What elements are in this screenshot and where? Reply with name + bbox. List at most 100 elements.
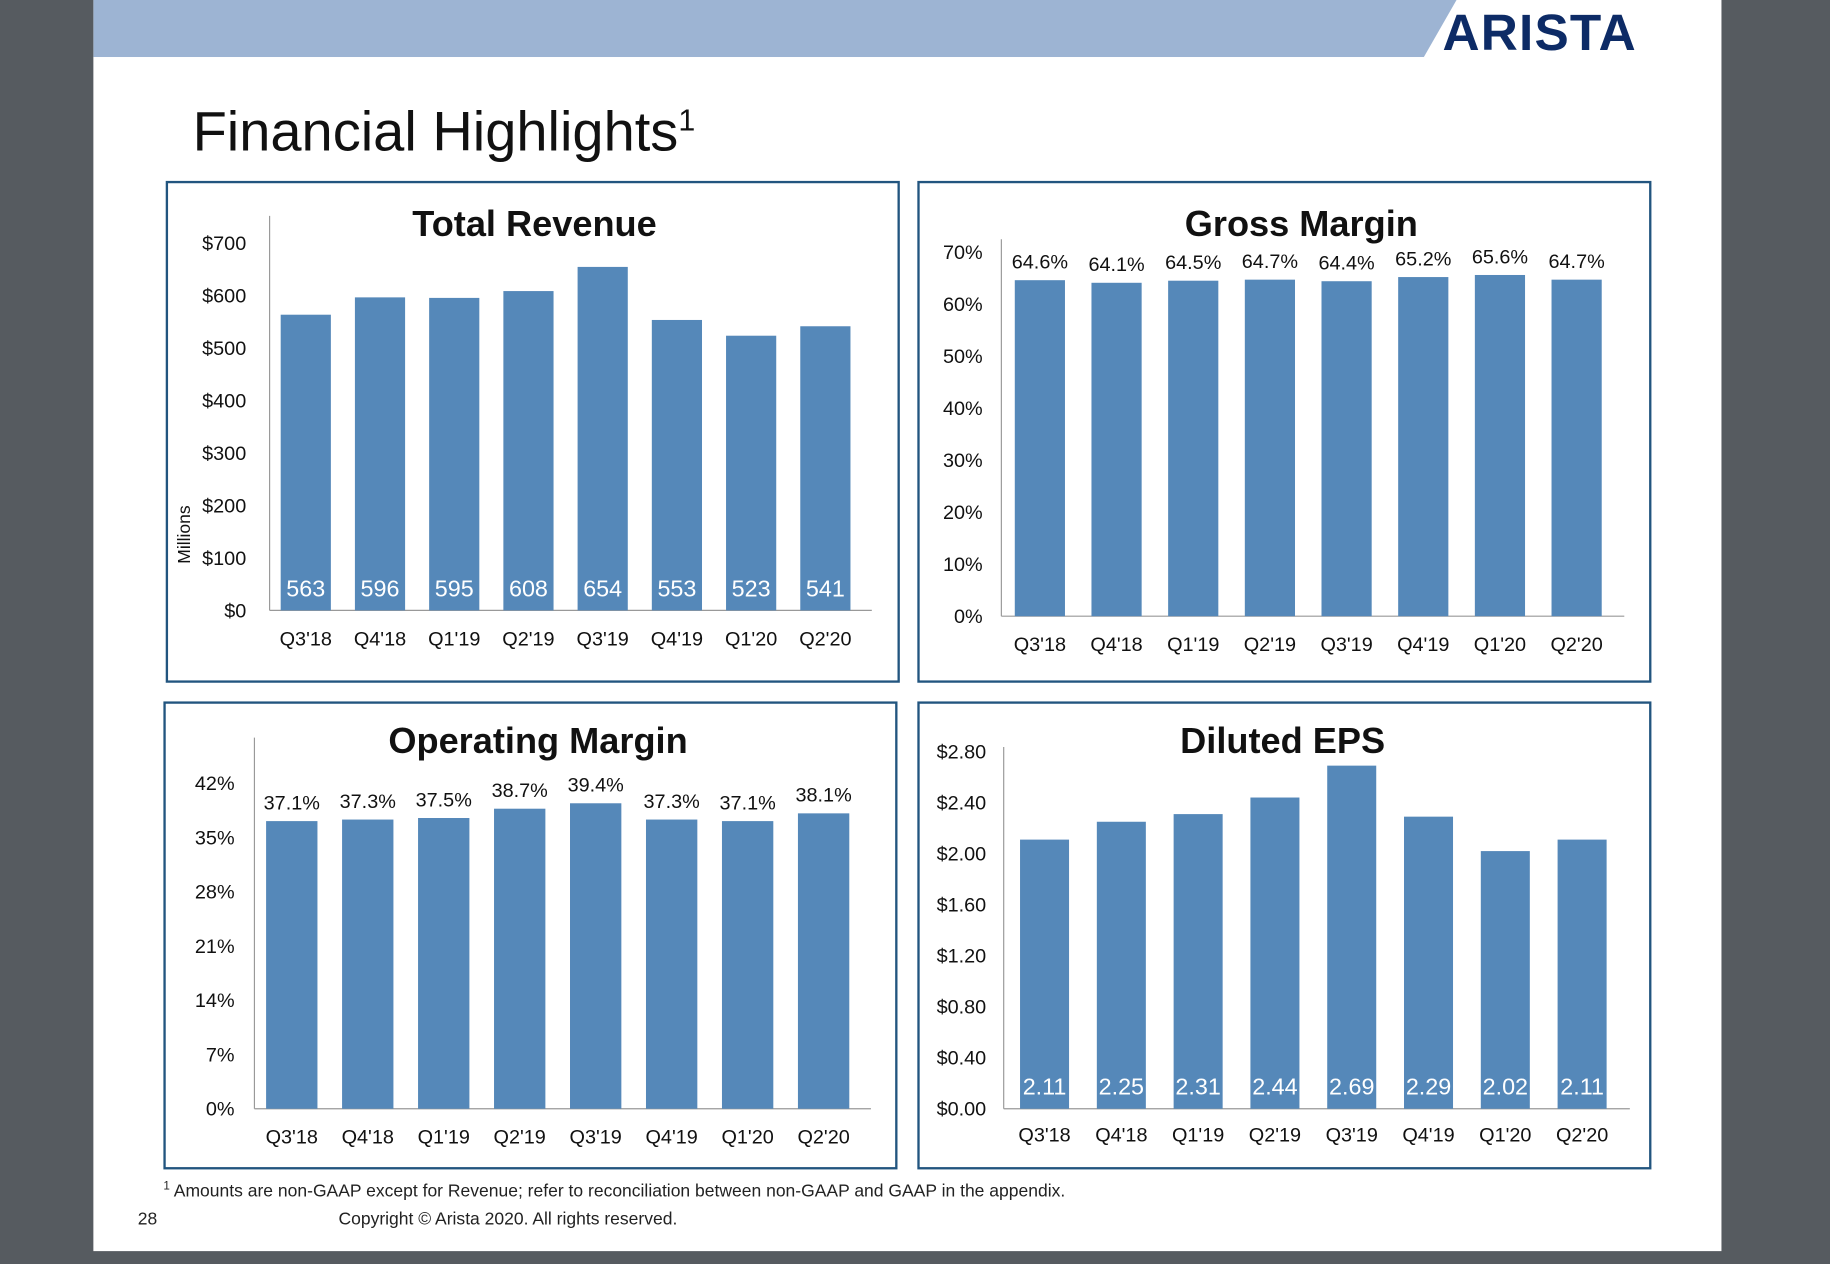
x-tick-label: Q1'19 xyxy=(1172,1124,1224,1146)
data-label: 64.7% xyxy=(1549,251,1605,273)
data-label: 65.2% xyxy=(1395,248,1451,270)
bar-operating-margin xyxy=(797,813,850,1109)
bar-total-revenue xyxy=(577,266,628,611)
copyright: Copyright © Arista 2020. All rights rese… xyxy=(338,1209,678,1229)
footnote: 1 Amounts are non-GAAP except for Revenu… xyxy=(163,1180,1065,1201)
data-label: 595 xyxy=(435,575,474,601)
data-label: 2.44 xyxy=(1252,1074,1297,1100)
x-tick-label: Q2'19 xyxy=(502,628,554,650)
bar-operating-margin xyxy=(570,803,622,1109)
bar-total-revenue xyxy=(651,319,703,611)
data-label: 2.25 xyxy=(1099,1074,1144,1100)
x-tick-label: Q2'20 xyxy=(1556,1124,1608,1146)
y-tick-label: 70% xyxy=(943,242,983,264)
x-tick-label: Q2'19 xyxy=(1244,634,1296,656)
data-label: 37.3% xyxy=(340,791,396,813)
x-tick-label: Q4'18 xyxy=(1095,1124,1147,1146)
x-tick-label: Q3'19 xyxy=(1326,1124,1378,1146)
x-tick-label: Q2'20 xyxy=(799,628,851,650)
x-tick-label: Q3'18 xyxy=(280,628,332,650)
x-tick-label: Q1'20 xyxy=(725,628,777,650)
y-tick-label: $0.40 xyxy=(937,1048,987,1070)
page-title: Financial Highlights1 xyxy=(193,100,696,164)
data-label: 2.69 xyxy=(1329,1074,1374,1100)
bar-total-revenue xyxy=(726,335,777,611)
bar-total-revenue xyxy=(280,314,331,611)
y-tick-label: 0% xyxy=(206,1099,235,1121)
bar-total-revenue xyxy=(429,297,480,611)
data-label: 38.1% xyxy=(795,785,851,807)
y-tick-label: 20% xyxy=(943,502,983,524)
y-tick-label: $2.80 xyxy=(937,742,987,764)
data-label: 608 xyxy=(509,575,548,601)
data-label: 2.02 xyxy=(1483,1074,1528,1100)
bar-diluted-eps xyxy=(1250,797,1300,1109)
bar-total-revenue xyxy=(354,297,406,611)
y-tick-label: $400 xyxy=(202,390,246,412)
data-label: 553 xyxy=(657,575,696,601)
x-tick-label: Q1'20 xyxy=(1474,634,1526,656)
y-tick-label: 50% xyxy=(943,346,983,368)
x-tick-label: Q4'18 xyxy=(1090,634,1142,656)
y-tick-label: 0% xyxy=(954,606,983,628)
arista-logo: ARISTA xyxy=(1442,4,1637,62)
x-tick-label: Q4'19 xyxy=(1397,634,1449,656)
title-footnote-marker: 1 xyxy=(678,102,696,138)
x-tick-label: Q2'20 xyxy=(1550,634,1602,656)
footnote-marker: 1 xyxy=(163,1179,170,1193)
x-tick-label: Q3'19 xyxy=(570,1127,622,1149)
y-tick-label: 42% xyxy=(195,773,235,795)
y-tick-label: $0.00 xyxy=(937,1099,987,1121)
data-label: 2.29 xyxy=(1406,1074,1451,1100)
data-label: 64.6% xyxy=(1012,252,1068,274)
bar-gross-margin xyxy=(1398,277,1449,617)
bar-operating-margin xyxy=(494,808,546,1109)
bar-gross-margin xyxy=(1474,274,1526,617)
y-tick-label: 7% xyxy=(206,1044,235,1066)
x-tick-label: Q4'18 xyxy=(354,628,406,650)
page-title-text: Financial Highlights xyxy=(192,101,679,164)
header-banner xyxy=(93,0,1457,58)
data-label: 38.7% xyxy=(492,780,548,802)
bar-gross-margin xyxy=(1244,279,1296,617)
bar-total-revenue xyxy=(800,326,851,611)
y-tick-label: $200 xyxy=(202,495,246,517)
x-tick-label: Q2'19 xyxy=(494,1127,546,1149)
x-tick-label: Q3'19 xyxy=(577,628,629,650)
bar-diluted-eps xyxy=(1173,814,1223,1109)
data-label: 541 xyxy=(806,575,845,601)
x-tick-label: Q1'19 xyxy=(418,1127,470,1149)
chart-title-gross-margin: Gross Margin xyxy=(1185,203,1418,244)
data-label: 2.11 xyxy=(1560,1074,1604,1100)
y-tick-label: $600 xyxy=(202,285,246,307)
y-tick-label: $2.40 xyxy=(937,793,987,815)
bar-operating-margin xyxy=(266,821,318,1109)
data-label: 37.1% xyxy=(264,792,320,814)
data-label: 39.4% xyxy=(568,775,624,797)
x-tick-label: Q1'19 xyxy=(1167,634,1219,656)
data-label: 2.11 xyxy=(1023,1074,1067,1100)
bar-operating-margin xyxy=(645,819,698,1109)
x-tick-label: Q4'19 xyxy=(1402,1124,1454,1146)
chart-title-operating-margin: Operating Margin xyxy=(388,720,687,761)
bar-total-revenue xyxy=(503,291,554,611)
x-tick-label: Q4'18 xyxy=(342,1127,394,1149)
y-tick-label: 60% xyxy=(943,294,983,316)
data-label: 2.31 xyxy=(1175,1074,1220,1100)
bar-gross-margin xyxy=(1091,282,1142,617)
y-tick-label: 30% xyxy=(943,450,983,472)
x-tick-label: Q3'18 xyxy=(1018,1124,1070,1146)
bar-operating-margin xyxy=(418,818,470,1109)
x-tick-label: Q3'18 xyxy=(266,1127,318,1149)
data-label: 64.7% xyxy=(1242,251,1298,273)
data-label: 523 xyxy=(732,575,771,601)
bar-gross-margin xyxy=(1168,280,1219,617)
y-tick-label: $2.00 xyxy=(937,844,987,866)
data-label: 37.3% xyxy=(644,791,700,813)
bar-gross-margin xyxy=(1321,281,1372,617)
y-tick-label: 28% xyxy=(195,882,235,904)
data-label: 37.5% xyxy=(416,789,472,811)
data-label: 596 xyxy=(361,575,400,601)
x-tick-label: Q1'19 xyxy=(428,628,480,650)
